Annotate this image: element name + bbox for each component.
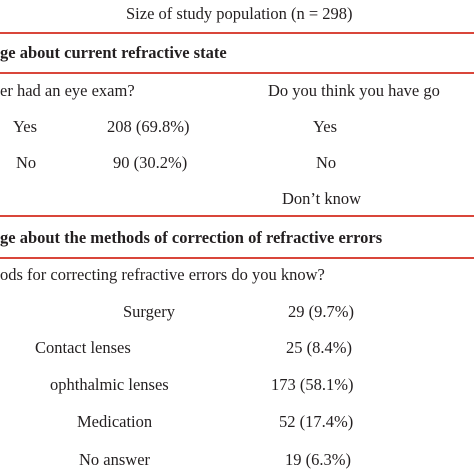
row-ophthalmic-lenses-label: ophthalmic lenses: [50, 375, 169, 394]
row-no-answer-label: No answer: [79, 450, 151, 469]
q2-answer-dont-know: Don’t know: [282, 189, 361, 208]
section2-heading: ge about the methods of correction of re…: [0, 228, 383, 247]
section1-divider: [0, 72, 474, 74]
q2-answer-no: No: [316, 153, 337, 172]
q2-answer-yes: Yes: [313, 117, 338, 136]
section2-top-divider: [0, 215, 474, 217]
row-contact-lenses-label: Contact lenses: [35, 338, 131, 357]
q1-answer-no-label: No: [16, 153, 37, 172]
section2-question: ods for correcting refractive errors do …: [0, 265, 325, 284]
section2-divider: [0, 257, 474, 259]
row-contact-lenses-value: 25 (8.4%): [286, 338, 352, 357]
row-ophthalmic-lenses-value: 173 (58.1%): [271, 375, 354, 394]
row-surgery-value: 29 (9.7%): [288, 302, 354, 321]
row-surgery-label: Surgery: [123, 302, 175, 321]
row-no-answer-value: 19 (6.3%): [285, 450, 351, 469]
q1-question: er had an eye exam?: [0, 81, 135, 100]
q1-answer-yes-value: 208 (69.8%): [107, 117, 190, 136]
header-divider: [0, 32, 474, 34]
row-medication-label: Medication: [77, 412, 153, 431]
row-medication-value: 52 (17.4%): [279, 412, 354, 431]
q2-question: Do you think you have go: [268, 81, 440, 100]
population-label: Size of study population (n = 298): [126, 4, 353, 23]
q1-answer-yes-label: Yes: [13, 117, 38, 136]
section1-heading: ge about current refractive state: [0, 43, 227, 62]
q1-answer-no-value: 90 (30.2%): [113, 153, 188, 172]
